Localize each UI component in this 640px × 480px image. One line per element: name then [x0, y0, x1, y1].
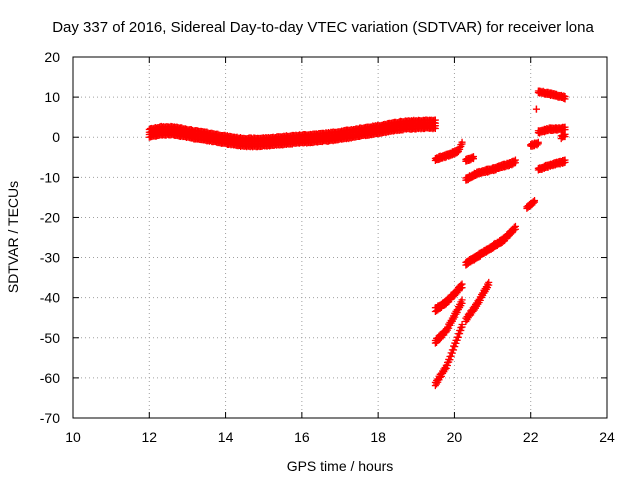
series-arc-3 — [462, 156, 519, 184]
series-arc-2 — [462, 153, 477, 165]
data-point — [511, 156, 519, 164]
data-point — [458, 138, 466, 146]
series-arc-1 — [431, 138, 466, 164]
data-point — [531, 197, 539, 205]
series-arc-5 — [431, 296, 466, 347]
series-arc-14 — [557, 130, 569, 143]
x-tick-label: 18 — [370, 429, 386, 445]
data-point — [511, 222, 519, 230]
x-tick-label: 16 — [294, 429, 310, 445]
y-tick-label: -50 — [40, 330, 60, 346]
data-point — [485, 278, 493, 286]
series-arc-7 — [462, 278, 493, 325]
x-axis-label: GPS time / hours — [287, 458, 394, 474]
data-point — [533, 139, 541, 147]
y-tick-label: -60 — [40, 370, 60, 386]
y-tick-label: -40 — [40, 290, 60, 306]
data-point — [534, 138, 542, 146]
series-isolated — [532, 105, 540, 113]
plot-frame — [72, 56, 608, 419]
x-tick-label: 24 — [599, 429, 615, 445]
chart-title: Day 337 of 2016, Sidereal Day-to-day VTE… — [52, 19, 594, 36]
series-arc-4 — [431, 280, 466, 315]
data-point — [510, 157, 518, 165]
series-main-band — [145, 116, 439, 151]
data-point — [561, 123, 569, 131]
y-tick-label: -20 — [40, 209, 60, 225]
y-tick-label: 0 — [52, 129, 60, 145]
data-point — [561, 93, 569, 101]
data-point — [431, 116, 439, 124]
y-axis-label: SDTVAR / TECUs — [5, 181, 21, 293]
x-tick-label: 14 — [218, 429, 234, 445]
series-arc-11 — [534, 87, 569, 103]
data-point — [458, 280, 466, 288]
data-point — [561, 156, 569, 164]
tick-layer: 10 12 14 16 18 20 22 24 20 10 0 -10 -20 -30 -40 -50 -60 -… — [40, 49, 615, 445]
data-point — [532, 105, 540, 113]
data-point — [458, 321, 466, 329]
y-tick-label: 20 — [44, 49, 60, 65]
data-point — [470, 153, 477, 161]
x-tick-label: 12 — [141, 429, 157, 445]
series-arc-13 — [534, 156, 569, 174]
x-tick-label: 10 — [65, 429, 81, 445]
y-tick-label: -10 — [40, 169, 60, 185]
x-tick-label: 20 — [447, 429, 463, 445]
series-arc-8 — [462, 222, 519, 269]
grid-layer — [73, 57, 607, 418]
series-arc-10 — [527, 138, 542, 150]
series-arc-6 — [431, 321, 466, 390]
series-arc-9 — [523, 197, 539, 212]
data-layer — [145, 87, 569, 390]
y-tick-label: -70 — [40, 410, 60, 426]
data-point — [560, 131, 568, 139]
x-tick-label: 22 — [523, 429, 539, 445]
data-point — [561, 130, 569, 138]
y-tick-label: 10 — [44, 89, 60, 105]
series-arc-12 — [534, 123, 569, 137]
data-point — [458, 296, 466, 304]
y-tick-label: -30 — [40, 250, 60, 266]
